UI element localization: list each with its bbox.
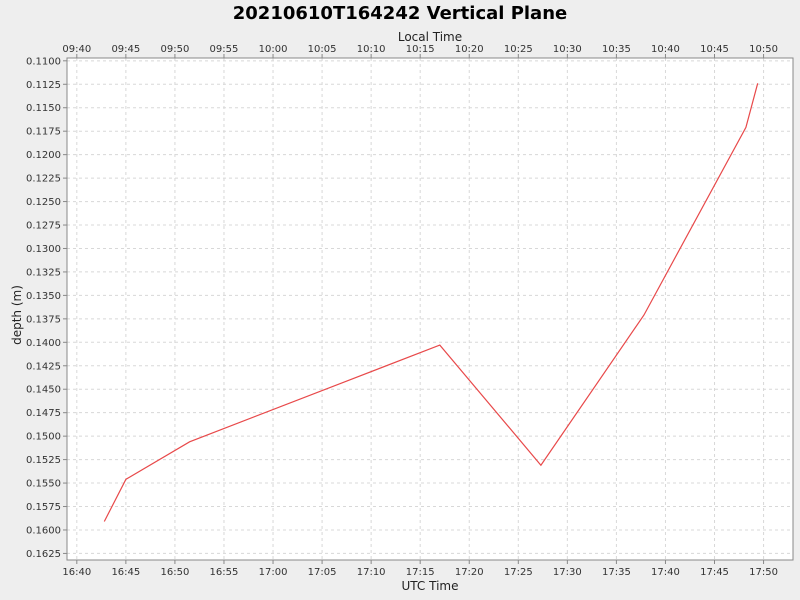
x-tick-label: 17:10 bbox=[357, 567, 386, 578]
top-tick-label: 10:30 bbox=[553, 44, 582, 55]
y-tick-label: 0.1325 bbox=[26, 267, 61, 278]
plot-frame bbox=[66, 57, 794, 561]
axes: 16:40 09:40 16:45 09:45 16:50 09:50 16:55 09:55… bbox=[26, 44, 794, 578]
x-tick-label: 17:50 bbox=[749, 567, 778, 578]
y-tick-label: 0.1475 bbox=[26, 408, 61, 419]
top-tick-label: 10:45 bbox=[700, 44, 729, 55]
y-tick-label: 0.1625 bbox=[26, 549, 61, 560]
top-tick-label: 10:40 bbox=[651, 44, 680, 55]
top-tick-label: 10:00 bbox=[259, 44, 288, 55]
x-tick-label: 17:05 bbox=[308, 567, 337, 578]
x-tick-label: 17:40 bbox=[651, 567, 680, 578]
depth-series-line bbox=[103, 83, 759, 522]
top-tick-label: 10:05 bbox=[308, 44, 337, 55]
top-tick-label: 10:35 bbox=[602, 44, 631, 55]
y-tick-label: 0.1125 bbox=[26, 80, 61, 91]
y-tick-label: 0.1600 bbox=[26, 525, 61, 536]
top-tick-label: 09:55 bbox=[210, 44, 239, 55]
x-tick-label: 17:00 bbox=[259, 567, 288, 578]
y-tick-label: 0.1525 bbox=[26, 455, 61, 466]
y-tick-label: 0.1275 bbox=[26, 221, 61, 232]
y-tick-label: 0.1425 bbox=[26, 361, 61, 372]
x-tick-label: 16:40 bbox=[62, 567, 91, 578]
y-tick-label: 0.1350 bbox=[26, 291, 61, 302]
top-tick-label: 10:15 bbox=[406, 44, 435, 55]
x-tick-label: 16:50 bbox=[161, 567, 190, 578]
y-tick-label: 0.1175 bbox=[26, 127, 61, 138]
y-tick-label: 0.1100 bbox=[26, 56, 61, 67]
y-tick-label: 0.1500 bbox=[26, 432, 61, 443]
top-tick-label: 10:25 bbox=[504, 44, 533, 55]
y-tick-label: 0.1375 bbox=[26, 314, 61, 325]
top-tick-label: 09:50 bbox=[161, 44, 190, 55]
series-layer bbox=[103, 83, 759, 522]
y-tick-label: 0.1225 bbox=[26, 174, 61, 185]
y-tick-label: 0.1250 bbox=[26, 197, 61, 208]
x-tick-label: 17:20 bbox=[455, 567, 484, 578]
x-tick-label: 17:25 bbox=[504, 567, 533, 578]
y-tick-label: 0.1550 bbox=[26, 479, 61, 490]
top-tick-label: 10:50 bbox=[749, 44, 778, 55]
y-tick-label: 0.1150 bbox=[26, 103, 61, 114]
x-tick-label: 16:45 bbox=[111, 567, 140, 578]
gridlines bbox=[67, 58, 793, 560]
x-tick-label: 17:35 bbox=[602, 567, 631, 578]
chart-title: 20210610T164242 Vertical Plane bbox=[233, 3, 567, 24]
x-tick-label: 17:30 bbox=[553, 567, 582, 578]
x-axis-label: UTC Time bbox=[402, 579, 459, 593]
y-tick-label: 0.1450 bbox=[26, 385, 61, 396]
top-axis-label: Local Time bbox=[398, 30, 462, 44]
top-tick-label: 10:10 bbox=[357, 44, 386, 55]
x-tick-label: 16:55 bbox=[210, 567, 239, 578]
y-tick-label: 0.1200 bbox=[26, 150, 61, 161]
top-tick-label: 09:40 bbox=[62, 44, 91, 55]
y-tick-label: 0.1300 bbox=[26, 244, 61, 255]
y-tick-label: 0.1575 bbox=[26, 502, 61, 513]
top-tick-label: 10:20 bbox=[455, 44, 484, 55]
x-tick-label: 17:15 bbox=[406, 567, 435, 578]
plot-area bbox=[67, 58, 793, 560]
y-axis-label: depth (m) bbox=[10, 285, 24, 345]
x-tick-label: 17:45 bbox=[700, 567, 729, 578]
top-tick-label: 09:45 bbox=[111, 44, 140, 55]
y-tick-label: 0.1400 bbox=[26, 338, 61, 349]
